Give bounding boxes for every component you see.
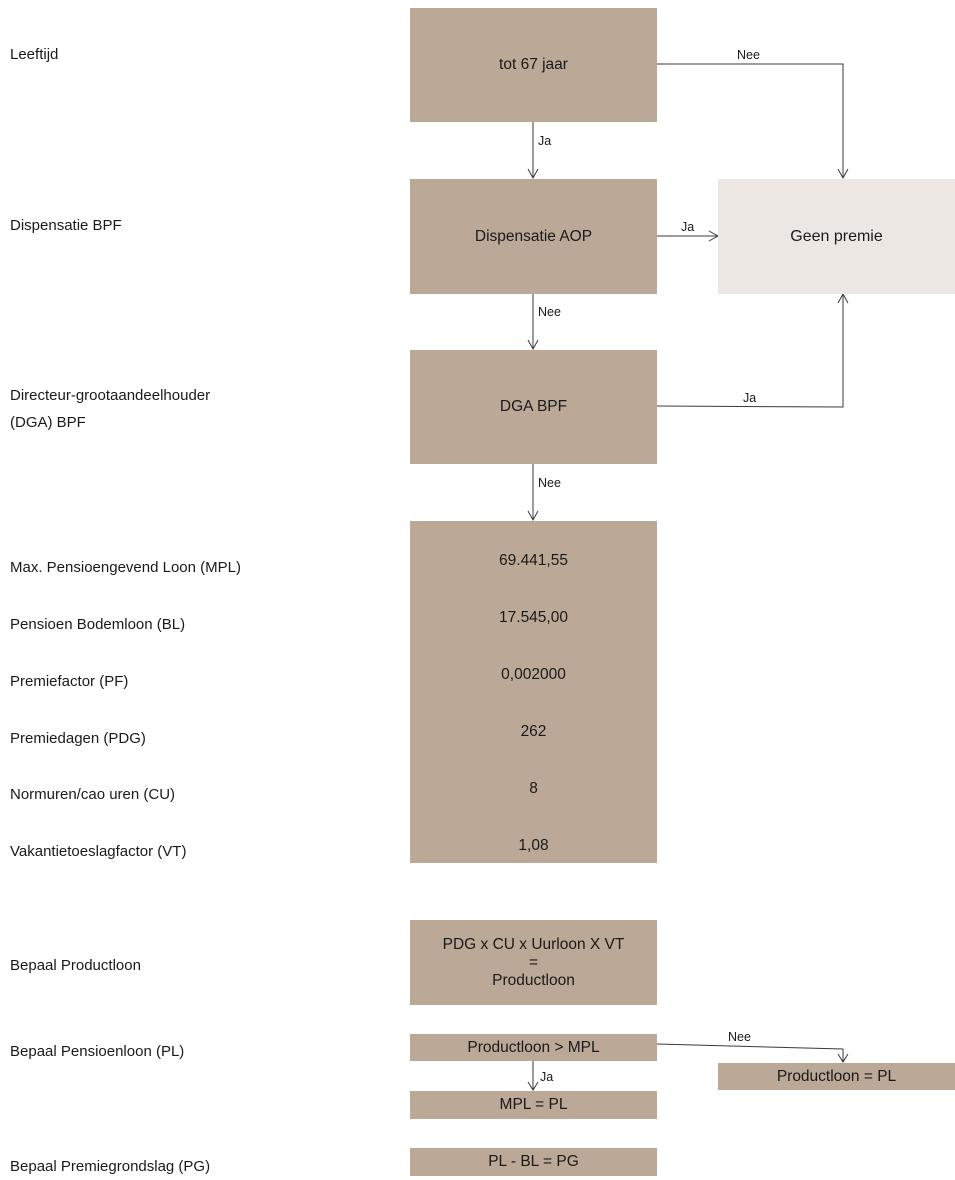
edge-label-aop-nee: Nee [538, 305, 561, 319]
arrowhead-aop-nee [527, 339, 539, 351]
edge-label-dga-nee: Nee [538, 476, 561, 490]
value-pdg: 262 [520, 723, 547, 740]
node-geen-premie-text: Geen premie [790, 227, 883, 245]
label-pdg: Premiedagen (PDG) [10, 730, 146, 747]
arrowhead-dga-ja [837, 292, 849, 304]
node-aop: Dispensatie AOP [410, 179, 657, 294]
label-dispensatie-bpf: Dispensatie BPF [10, 217, 122, 234]
edge-age-nee [657, 63, 844, 178]
node-dga-text: DGA BPF [499, 398, 568, 415]
label-cu: Normuren/cao uren (CU) [10, 786, 176, 803]
value-mpl: 69.441,55 [499, 552, 568, 569]
edge-label-age-ja: Ja [538, 134, 552, 148]
node-productloon-eq-pl: Productloon = PL [718, 1063, 955, 1090]
value-bl: 17.545,00 [499, 609, 568, 626]
label-dga-line2: (DGA) BPF [10, 414, 86, 431]
label-productloon: Bepaal Productloon [10, 957, 141, 974]
node-productloon-formula: PDG x CU x Uurloon X VT = Productloon [410, 920, 657, 1005]
node-mpl-eq-pl: MPL = PL [410, 1091, 657, 1119]
edge-label-age-nee: Nee [737, 48, 760, 62]
formula-line-1: PDG x CU x Uurloon X VT [442, 935, 625, 953]
arrowhead-dga-nee [527, 510, 539, 522]
edge-label-dga-ja: Ja [743, 391, 757, 405]
label-mpl: Max. Pensioengevend Loon (MPL) [10, 559, 241, 576]
arrowhead-compare-nee [837, 1053, 849, 1063]
label-pf: Premiefactor (PF) [10, 673, 129, 690]
node-age: tot 67 jaar [410, 8, 657, 122]
label-premiegrondslag: Bepaal Premiegrondslag (PG) [10, 1158, 211, 1175]
edge-dga-ja [656, 294, 844, 408]
node-compare: Productloon > MPL [410, 1034, 657, 1061]
label-pensioenloon: Bepaal Pensioenloon (PL) [10, 1043, 185, 1060]
value-pf: 0,002000 [501, 666, 566, 683]
label-vt: Vakantietoeslagfactor (VT) [10, 843, 187, 860]
node-geen-premie: Geen premie [718, 179, 955, 294]
arrowhead-compare-ja [527, 1081, 539, 1091]
edge-label-compare-nee: Nee [728, 1030, 751, 1044]
arrowhead-age-ja [527, 168, 539, 180]
label-bl: Pensioen Bodemloon (BL) [10, 616, 186, 633]
formula-line-3: Productloon [492, 971, 575, 989]
parameters-box [410, 521, 657, 863]
formula-line-2: = [528, 953, 539, 971]
edge-compare-nee [656, 1043, 844, 1062]
node-pg-text: PL - BL = PG [488, 1153, 579, 1170]
node-compare-text: Productloon > MPL [467, 1038, 600, 1056]
arrowhead-age-nee [837, 168, 849, 180]
label-leeftijd: Leeftijd [10, 46, 59, 63]
value-cu: 8 [529, 780, 538, 797]
node-mpl-eq-pl-text: MPL = PL [499, 1096, 568, 1113]
label-dga-line1: Directeur-grootaandeelhouder [10, 387, 211, 404]
node-pg: PL - BL = PG [410, 1148, 657, 1176]
value-vt: 1,08 [518, 837, 549, 854]
edge-label-compare-ja: Ja [540, 1070, 554, 1084]
node-dga: DGA BPF [410, 350, 657, 464]
node-age-text: tot 67 jaar [499, 56, 568, 73]
edge-label-aop-ja: Ja [681, 220, 695, 234]
node-aop-text: Dispensatie AOP [474, 227, 593, 245]
node-productloon-eq-pl-text: Productloon = PL [776, 1067, 897, 1085]
